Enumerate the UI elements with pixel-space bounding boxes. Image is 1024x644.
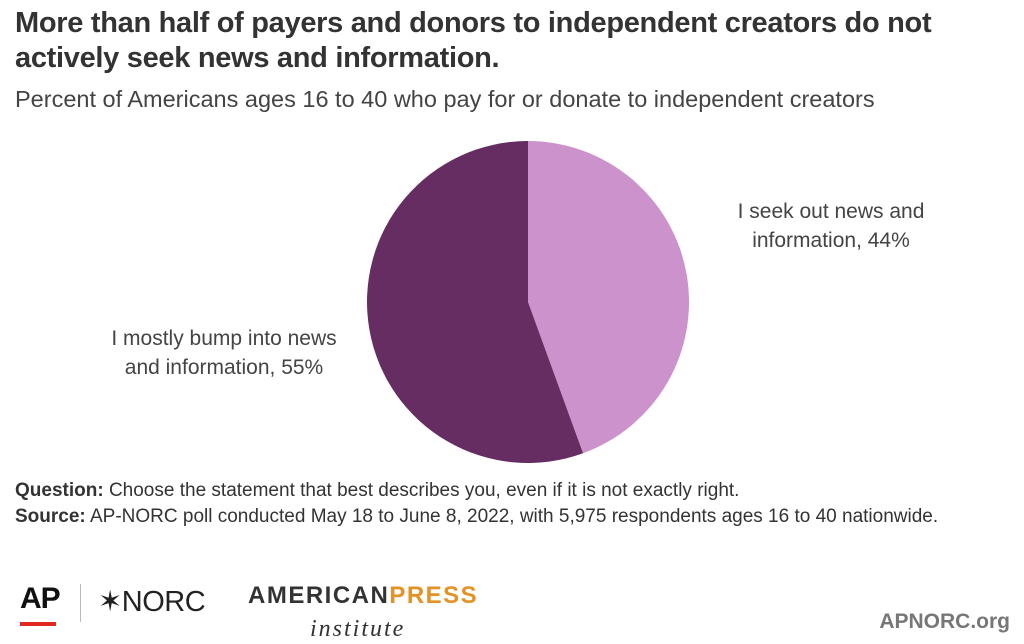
api-logo-press: PRESS [389,582,479,609]
api-logo-institute: institute [310,616,406,642]
pie-slice-label-2: I mostly bump into news and information, … [111,327,336,379]
question-text: Choose the statement that best describes… [108,480,740,501]
site-link[interactable]: APNORC.org [879,610,1010,633]
pie-slice-label-line: I seek out news and [738,200,925,223]
pie-chart: I seek out news and information, 44% I mos… [111,141,924,463]
pie-slice-label-line: information, 44% [752,229,910,252]
source-text: AP-NORC poll conducted May 18 to June 8,… [89,506,939,527]
question-label: Question: [15,480,104,501]
pie-slice-1 [528,141,690,454]
logo-divider [80,584,81,622]
chart-title: More than half of payers and donors to i… [15,7,932,74]
source-note: Source: AP-NORC poll conducted May 18 to… [15,504,1015,530]
ap-logo-underline [20,622,56,626]
pie-slice-label-line: I mostly bump into news [111,327,336,350]
pie-slices [367,141,690,463]
ap-logo: AP [20,582,61,615]
american-press-institute-logo: AMERICANPRESS institute [248,582,479,642]
footer: AP ✶NORC AMERICANPRESS institute APNORC.… [0,570,1024,644]
norc-logo: ✶NORC [98,586,206,618]
api-logo-american: AMERICAN [248,582,390,609]
pie-labels: I seek out news and information, 44% I mos… [111,200,924,379]
pie-slice-label-line: and information, 55% [125,356,323,379]
source-label: Source: [15,506,86,527]
question-note: Question: Choose the statement that best… [15,478,1015,504]
chart-subtitle: Percent of Americans ages 16 to 40 who p… [15,86,875,112]
pie-slice-label-1: I seek out news and information, 44% [738,200,925,252]
chart-notes: Question: Choose the statement that best… [15,478,1015,530]
pie-slice-2 [367,141,584,463]
